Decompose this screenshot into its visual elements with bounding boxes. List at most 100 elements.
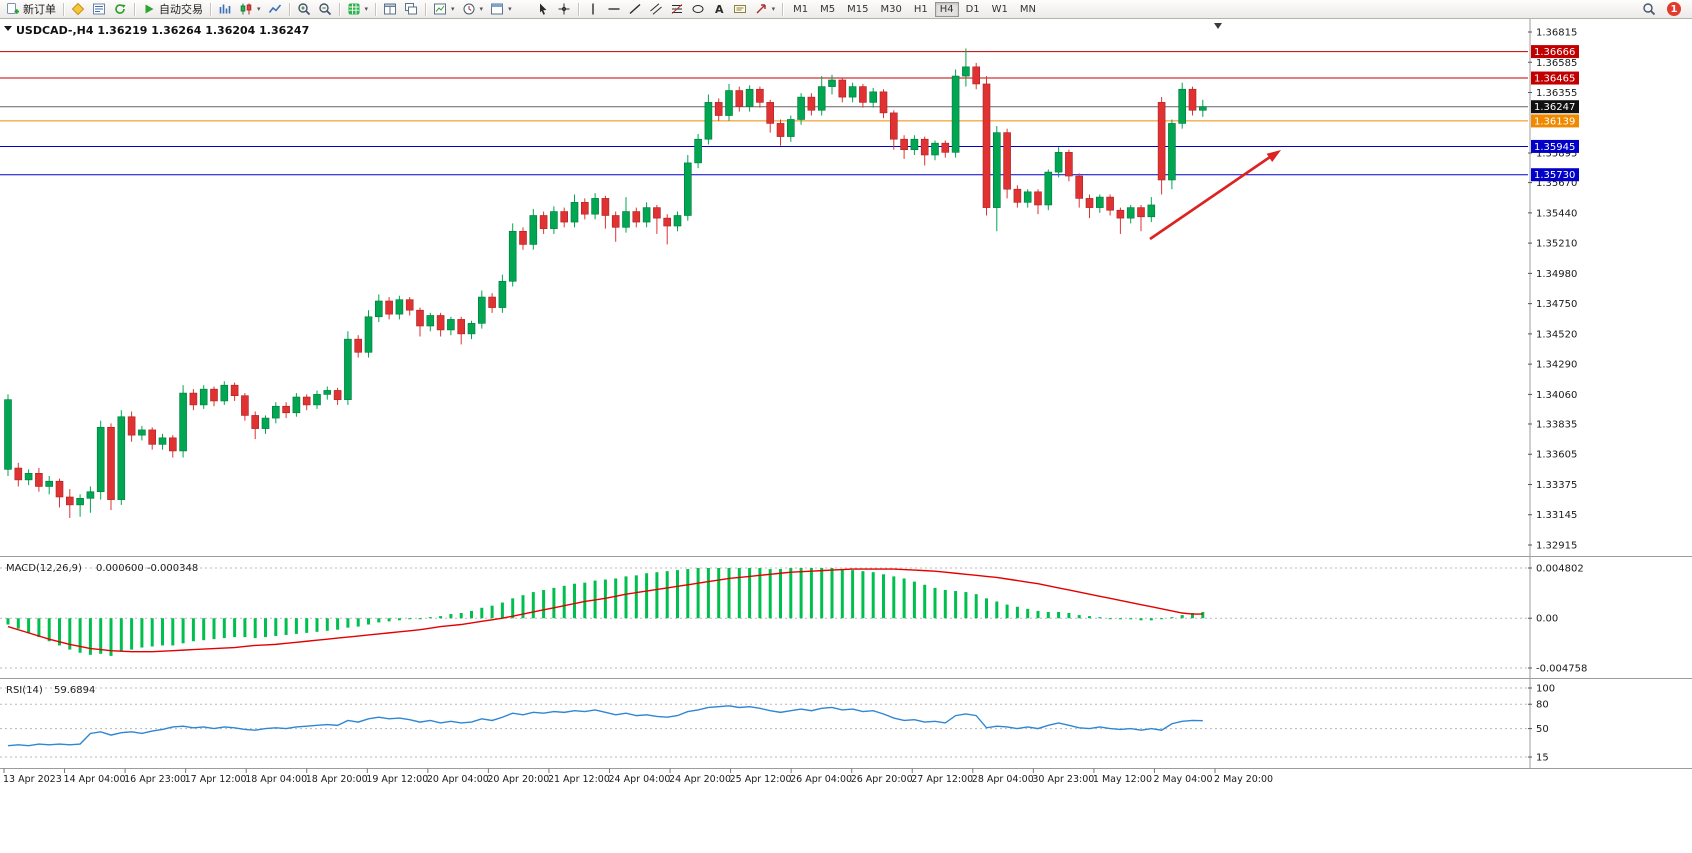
svg-text:1.36585: 1.36585 bbox=[1536, 58, 1577, 69]
fibonacci-icon bbox=[671, 4, 682, 14]
autotrading-label: 自动交易 bbox=[159, 3, 203, 16]
dropdown-caret[interactable]: ▾ bbox=[451, 5, 455, 13]
search-button[interactable] bbox=[1639, 1, 1659, 18]
zoom-out-icon bbox=[318, 3, 331, 16]
svg-text:26 Apr 04:00: 26 Apr 04:00 bbox=[790, 774, 852, 785]
toolbar-separator bbox=[63, 2, 64, 16]
svg-text:80: 80 bbox=[1536, 700, 1549, 711]
new-chart-button[interactable]: ▾ bbox=[430, 1, 458, 18]
dropdown-caret[interactable]: ▾ bbox=[364, 5, 369, 13]
rsi-pane: 100 80 50 15 bbox=[0, 684, 1555, 764]
shapes-icon bbox=[692, 5, 704, 13]
svg-text:50: 50 bbox=[1536, 724, 1549, 735]
shapes-button[interactable] bbox=[688, 1, 708, 18]
timeframe-d1[interactable]: D1 bbox=[961, 2, 985, 17]
svg-text:1.35730: 1.35730 bbox=[1534, 170, 1575, 181]
quotes-grid-button[interactable]: ▾ bbox=[344, 1, 372, 18]
svg-text:24 Apr 04:00: 24 Apr 04:00 bbox=[609, 774, 671, 785]
price-axis[interactable]: 1.36815 1.36585 1.36355 1.35895 1.35670 1.354… bbox=[1528, 28, 1577, 552]
timeframe-m15[interactable]: M15 bbox=[842, 2, 873, 17]
vertical-line-icon bbox=[591, 3, 594, 15]
svg-text:1.36139: 1.36139 bbox=[1534, 116, 1575, 127]
bar-chart-icon bbox=[219, 4, 231, 14]
clock-button[interactable]: ▾ bbox=[459, 1, 487, 18]
svg-text:100: 100 bbox=[1536, 684, 1555, 695]
new-order-button[interactable]: 新订单 bbox=[3, 1, 59, 18]
notification-badge[interactable]: 1 bbox=[1667, 2, 1681, 16]
cascade-windows-icon bbox=[405, 3, 418, 15]
channel-icon bbox=[649, 3, 662, 15]
svg-text:1.35210: 1.35210 bbox=[1536, 239, 1577, 250]
zoom-out-button[interactable] bbox=[315, 1, 335, 18]
text-button[interactable]: A bbox=[709, 1, 729, 18]
macd-values: 0.000600 -0.000348 bbox=[96, 563, 198, 574]
chart-shift-marker[interactable] bbox=[1214, 23, 1222, 29]
metaeditor-button[interactable] bbox=[68, 1, 88, 18]
dropdown-caret[interactable]: ▾ bbox=[479, 5, 484, 13]
horizontal-line-button[interactable] bbox=[604, 1, 624, 18]
timeframe-m30[interactable]: M30 bbox=[875, 2, 906, 17]
cascade-windows-button[interactable] bbox=[401, 1, 421, 18]
chart-canvas[interactable]: 1.36815 1.36585 1.36355 1.35895 1.35670 1.354… bbox=[0, 19, 1692, 853]
svg-text:0.004802: 0.004802 bbox=[1536, 564, 1584, 575]
trendline-button[interactable] bbox=[625, 1, 645, 18]
svg-text:1.36666: 1.36666 bbox=[1534, 47, 1575, 58]
candlestick-icon bbox=[240, 3, 252, 15]
svg-text:1 May 12:00: 1 May 12:00 bbox=[1093, 774, 1152, 785]
text-label-button[interactable] bbox=[730, 1, 750, 18]
timeframe-m1[interactable]: M1 bbox=[788, 2, 813, 17]
arrow-annotation[interactable] bbox=[1149, 150, 1281, 241]
svg-text:-0.004758: -0.004758 bbox=[1536, 664, 1587, 675]
timeframe-h4[interactable]: H4 bbox=[934, 1, 959, 17]
svg-text:18 Apr 04:00: 18 Apr 04:00 bbox=[245, 774, 307, 785]
toolbar-separator bbox=[288, 2, 290, 16]
svg-text:13 Apr 2023: 13 Apr 2023 bbox=[3, 774, 62, 785]
toolbar-separator bbox=[134, 2, 135, 16]
toolbar-separator bbox=[338, 2, 340, 16]
horizontal-line-icon bbox=[608, 8, 620, 10]
tile-windows-button[interactable] bbox=[380, 1, 400, 18]
arrows-tool-button[interactable]: ▾ bbox=[751, 1, 779, 18]
svg-text:1.35895: 1.35895 bbox=[1536, 149, 1577, 160]
toolbar-separator bbox=[577, 2, 579, 16]
market-watch-button[interactable] bbox=[89, 1, 109, 18]
svg-text:24 Apr 20:00: 24 Apr 20:00 bbox=[669, 774, 731, 785]
one-click-trading-toggle[interactable] bbox=[4, 26, 12, 31]
candles bbox=[4, 48, 1207, 519]
vertical-line-button[interactable] bbox=[583, 1, 603, 18]
dropdown-caret[interactable]: ▾ bbox=[257, 5, 261, 13]
dropdown-caret[interactable]: ▾ bbox=[771, 5, 776, 13]
timeframe-mn[interactable]: MN bbox=[1015, 2, 1041, 17]
toolbar-right: 1 bbox=[1639, 1, 1689, 18]
refresh-icon bbox=[115, 4, 126, 14]
refresh-button[interactable] bbox=[110, 1, 130, 18]
svg-text:1.35945: 1.35945 bbox=[1534, 142, 1575, 153]
svg-text:1.35440: 1.35440 bbox=[1536, 208, 1577, 219]
new-order-icon bbox=[7, 3, 19, 14]
timeframe-h1[interactable]: H1 bbox=[909, 2, 933, 17]
bar-chart-button[interactable] bbox=[215, 1, 235, 18]
dropdown-caret[interactable]: ▾ bbox=[508, 5, 512, 13]
svg-text:14 Apr 04:00: 14 Apr 04:00 bbox=[64, 774, 126, 785]
svg-text:1.33145: 1.33145 bbox=[1536, 510, 1577, 521]
timeframe-w1[interactable]: W1 bbox=[987, 2, 1013, 17]
timeframe-group: M1 M5 M15 M30 H1 H4 D1 W1 MN bbox=[787, 1, 1042, 17]
templates-button[interactable]: ▾ bbox=[487, 1, 515, 18]
macd-signal-line bbox=[7, 568, 1203, 653]
toolbar-separator bbox=[375, 2, 377, 16]
search-icon bbox=[1643, 3, 1656, 16]
autotrading-button[interactable]: 自动交易 bbox=[139, 1, 206, 18]
crosshair-button[interactable] bbox=[554, 1, 574, 18]
zoom-in-button[interactable] bbox=[294, 1, 314, 18]
candlestick-button[interactable]: ▾ bbox=[236, 1, 264, 18]
fibonacci-button[interactable] bbox=[667, 1, 687, 18]
svg-text:1.34290: 1.34290 bbox=[1536, 360, 1577, 371]
cursor-button[interactable] bbox=[533, 1, 553, 18]
line-chart-button[interactable] bbox=[265, 1, 285, 18]
toolbar-separator bbox=[425, 2, 427, 16]
timeframe-m5[interactable]: M5 bbox=[815, 2, 840, 17]
horizontal-lines[interactable] bbox=[0, 51, 1528, 176]
channel-button[interactable] bbox=[646, 1, 666, 18]
svg-text:1.35670: 1.35670 bbox=[1536, 178, 1577, 189]
